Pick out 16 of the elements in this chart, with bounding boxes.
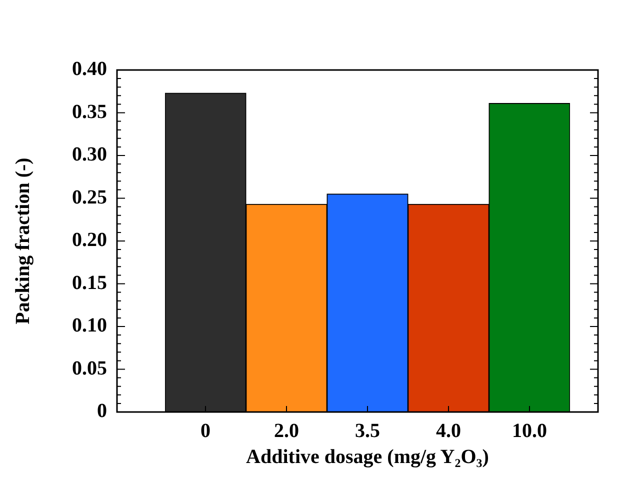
x-axis-title: Additive dosage (mg/g Y₂O₃)	[246, 446, 489, 468]
x-tick-label: 3.5	[355, 420, 380, 442]
y-tick-label: 0.05	[72, 357, 107, 380]
y-tick-label: 0.35	[72, 100, 107, 123]
y-tick-label: 0.25	[72, 186, 107, 208]
y-tick-label: 0.20	[72, 229, 107, 252]
y-tick-label: 0	[97, 400, 107, 422]
y-tick-label: 0.10	[72, 314, 107, 337]
x-tick-label: 4.0	[436, 420, 461, 442]
y-tick-label: 0.15	[72, 272, 107, 294]
x-tick-label: 10.0	[512, 420, 547, 442]
y-tick-label: 0.40	[72, 58, 107, 80]
x-tick-label: 0	[200, 420, 210, 442]
x-tick-label: 2.0	[274, 420, 299, 442]
y-axis-title: Packing fraction (-)	[12, 158, 34, 324]
y-tick-label: 0.30	[72, 144, 107, 166]
